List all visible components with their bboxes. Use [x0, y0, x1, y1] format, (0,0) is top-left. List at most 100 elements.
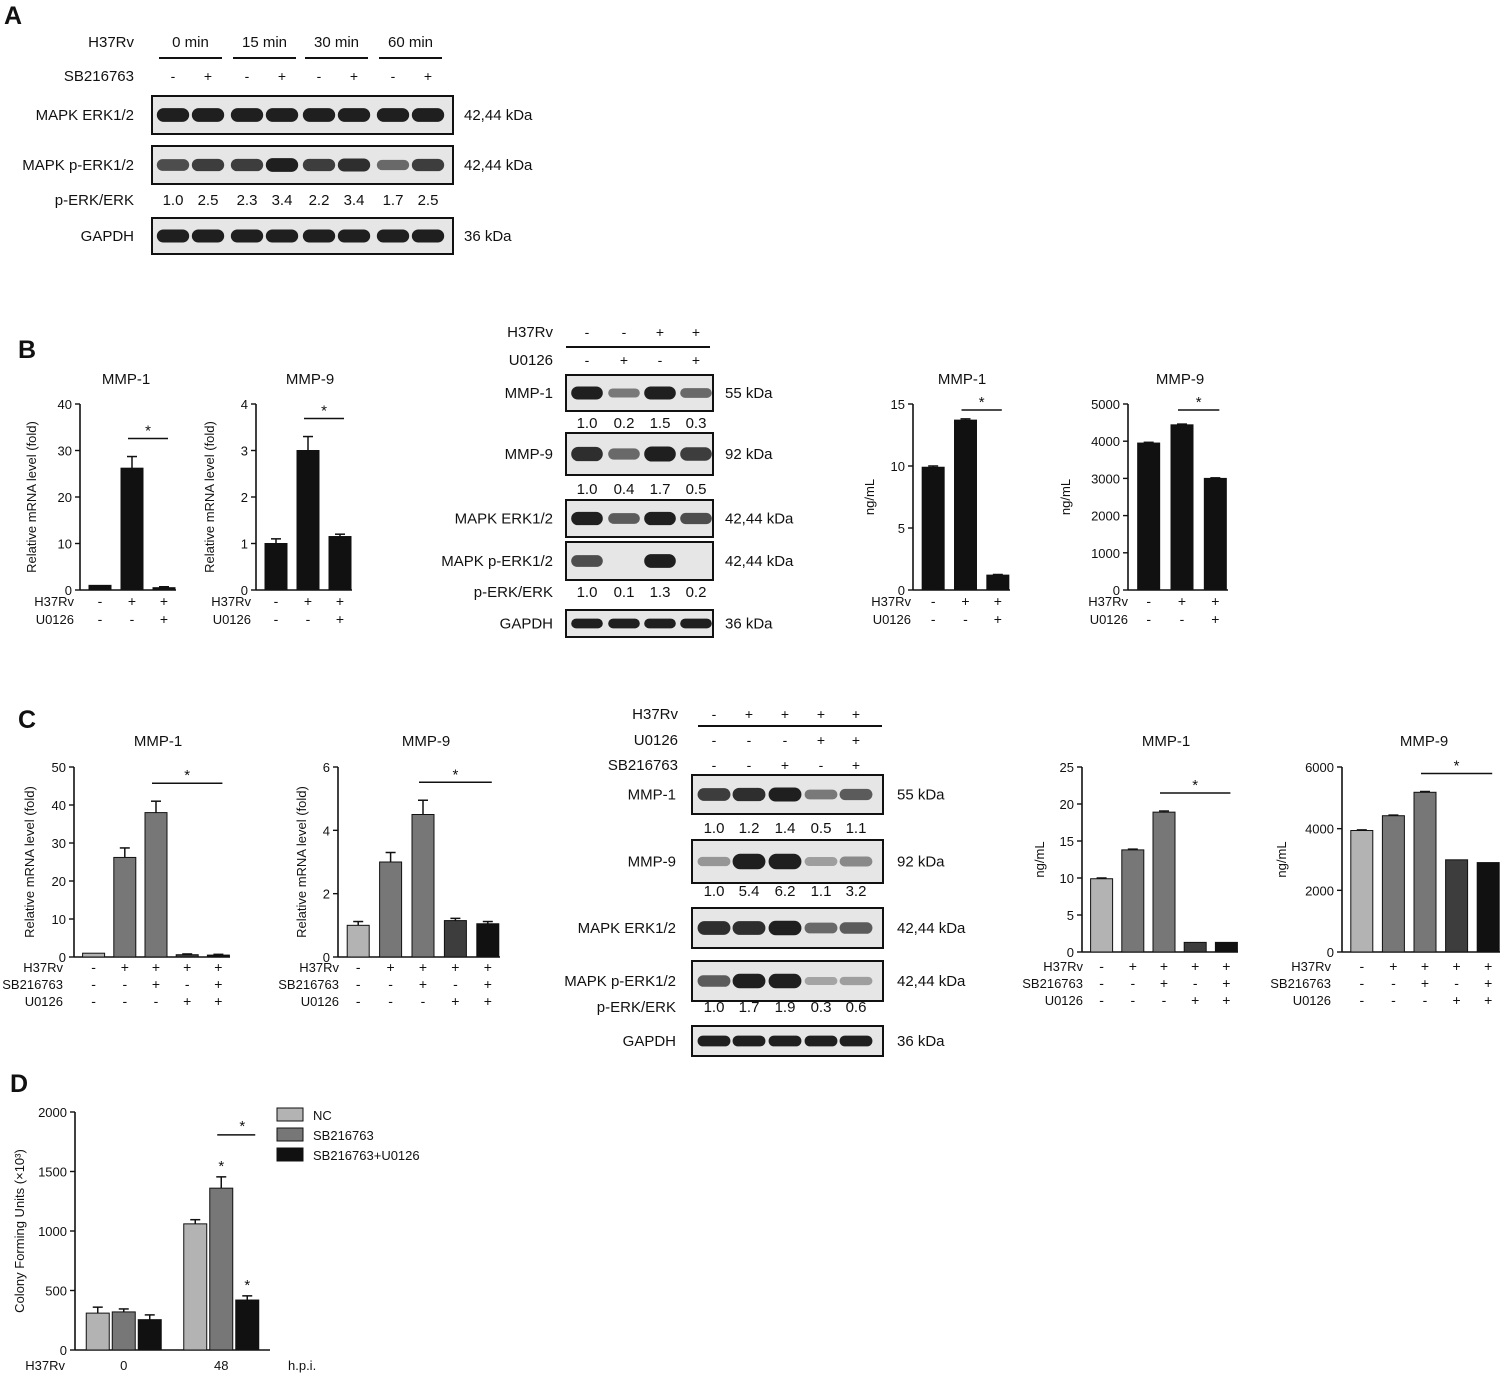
blot-row-label: MMP-9 — [628, 854, 676, 871]
blot-band — [732, 1035, 766, 1047]
bar — [1183, 941, 1207, 953]
bar — [1214, 941, 1238, 953]
condition-sign: + — [304, 593, 312, 609]
condition-sign: + — [1211, 593, 1219, 609]
blot-sign: - — [585, 352, 590, 368]
blot-ratio-label: p-ERK/ERK — [597, 999, 676, 1016]
condition-sign: + — [451, 959, 459, 975]
condition-sign: + — [152, 976, 160, 992]
blot-band — [732, 853, 766, 870]
blot-band — [839, 976, 873, 986]
condition-sign: + — [387, 959, 395, 975]
blot-time-group: 30 min — [314, 34, 359, 51]
legend-swatch — [276, 1147, 304, 1162]
panel-label-c: C — [18, 706, 36, 734]
condition-sign: + — [336, 593, 344, 609]
y-tick-label: 6000 — [1305, 760, 1334, 775]
condition-sign: + — [160, 611, 168, 627]
blot-ratio-value: 1.7 — [650, 481, 671, 498]
blot-sign: + — [781, 757, 789, 773]
condition-sign: + — [1421, 958, 1429, 974]
y-tick-label: 2000 — [1305, 883, 1334, 898]
blot-band — [697, 1035, 731, 1047]
bar — [144, 812, 168, 958]
bar — [152, 587, 176, 591]
blot-ratio-value: 6.2 — [775, 883, 796, 900]
blot-strip-mmp-9 — [691, 839, 884, 884]
blot-row-label: MAPK ERK1/2 — [455, 511, 553, 528]
condition-sign: + — [1484, 958, 1492, 974]
y-tick-label: 0 — [898, 583, 905, 598]
blot-band — [680, 618, 712, 629]
bar — [379, 861, 403, 958]
blot-ratio-value: 0.2 — [614, 415, 635, 432]
condition-sign: + — [1389, 958, 1397, 974]
blot-band — [265, 108, 299, 122]
blot-ratio-value: 1.0 — [577, 415, 598, 432]
y-tick-label: 5000 — [1091, 397, 1120, 412]
condition-sign: + — [961, 593, 969, 609]
condition-sign: - — [1099, 992, 1104, 1008]
bar — [1090, 878, 1114, 953]
y-axis-label: ng/mL — [1274, 841, 1289, 877]
bar — [443, 920, 467, 958]
blot-ratio-value: 3.2 — [846, 883, 867, 900]
y-tick-label: 20 — [52, 874, 66, 889]
condition-sign: + — [183, 993, 191, 1009]
blot-sign: + — [204, 68, 212, 84]
y-tick-label: 2000 — [38, 1105, 67, 1120]
blot-band — [839, 788, 873, 801]
blot-row-label: MAPK ERK1/2 — [36, 107, 134, 124]
blot-strip-mapk-p-erk1-2 — [565, 541, 714, 581]
blot-ratio-value: 0.4 — [614, 481, 635, 498]
chart-b-elisa-mmp9: 0 1000 2000 3000 4000 5000 ng/mL MMP-9 * H37Rv - + +… — [1058, 371, 1228, 627]
bar — [1203, 477, 1227, 591]
condition-label: H37Rv — [1088, 594, 1128, 609]
blot-kda-label: 42,44 kDa — [897, 973, 966, 990]
bar — [986, 574, 1010, 591]
blot-band — [608, 388, 640, 398]
blot-ratio-value: 1.5 — [650, 415, 671, 432]
bar — [82, 952, 106, 958]
bar — [175, 954, 199, 958]
bar — [1381, 815, 1405, 953]
blot-ratio-value: 3.4 — [344, 192, 365, 209]
condition-label: H37Rv — [211, 594, 251, 609]
blot-sign: - — [712, 757, 717, 773]
y-tick-label: 4000 — [1305, 822, 1334, 837]
blot-row-label: MMP-1 — [505, 385, 553, 402]
blot-band — [337, 108, 371, 122]
blot-ratio-value: 0.2 — [686, 584, 707, 601]
panel-label-d: D — [10, 1070, 28, 1098]
blot-row-label: GAPDH — [81, 228, 134, 245]
blot-band — [697, 975, 731, 987]
panel-label-b: B — [18, 336, 36, 364]
blot-time-group: 0 min — [172, 34, 209, 51]
y-tick-label: 40 — [58, 397, 72, 412]
condition-sign: - — [1359, 975, 1364, 991]
bar — [328, 536, 352, 591]
blot-kda-label: 42,44 kDa — [897, 920, 966, 937]
condition-sign: + — [1191, 992, 1199, 1008]
condition-label: U0126 — [25, 994, 63, 1009]
blot-header-label: H37Rv — [632, 706, 678, 723]
y-tick-label: 15 — [891, 397, 905, 412]
blot-band — [768, 920, 802, 936]
y-tick-label: 10 — [891, 459, 905, 474]
blot-sign: + — [781, 706, 789, 722]
condition-sign: - — [98, 593, 103, 609]
significance-star: * — [1454, 758, 1460, 775]
blot-sign: - — [712, 732, 717, 748]
y-tick-label: 4000 — [1091, 434, 1120, 449]
condition-label: H37Rv — [871, 594, 911, 609]
condition-sign: - — [1099, 958, 1104, 974]
blot-band — [156, 159, 190, 171]
blot-band — [571, 555, 603, 567]
chart-title: MMP-1 — [1142, 733, 1190, 750]
bar — [120, 467, 144, 591]
condition-sign: + — [183, 959, 191, 975]
x-axis-suffix: h.p.i. — [288, 1358, 316, 1373]
bar — [209, 1187, 234, 1351]
chart-b-mrna-mmp1: 0 10 20 30 40 Relative mRNA level (fold) MMP-1… — [24, 371, 176, 627]
